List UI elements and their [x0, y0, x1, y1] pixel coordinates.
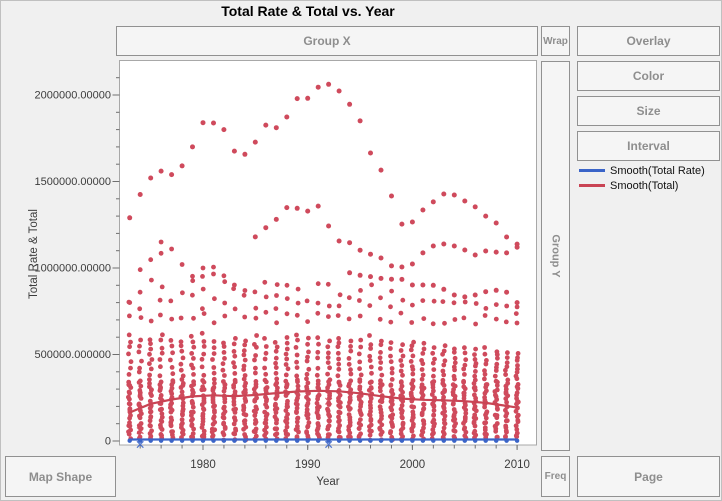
- legend-item-smooth-total[interactable]: Smooth(Total): [579, 178, 705, 193]
- svg-text:0: 0: [105, 436, 111, 448]
- dropzone-group-x-label: Group X: [303, 34, 351, 48]
- legend-swatch-red-line: [579, 184, 605, 187]
- dropzone-wrap[interactable]: Wrap: [541, 26, 570, 56]
- svg-text:2000: 2000: [400, 459, 426, 471]
- dropzone-color-label: Color: [632, 69, 665, 83]
- svg-text:1980: 1980: [190, 459, 216, 471]
- scatter-trajectory: [127, 81, 520, 247]
- scatter-trajectory: [252, 203, 520, 270]
- dropzone-interval[interactable]: Interval: [577, 131, 720, 161]
- x-axis: [139, 445, 518, 450]
- legend-label: Smooth(Total): [610, 179, 679, 192]
- dropzone-group-y[interactable]: Group Y: [541, 61, 570, 451]
- legend-label: Smooth(Total Rate): [610, 164, 705, 177]
- smooth-total-line: [129, 389, 518, 414]
- dropzone-map-shape-label: Map Shape: [28, 469, 93, 484]
- legend: Smooth(Total Rate) Smooth(Total): [579, 163, 705, 193]
- dropzone-wrap-label: Wrap: [543, 35, 568, 47]
- dropzone-overlay-label: Overlay: [626, 34, 671, 48]
- dropzone-page[interactable]: Page: [577, 456, 720, 497]
- excluded-markers-rate: [136, 440, 333, 449]
- dropzone-freq[interactable]: Freq: [541, 456, 570, 497]
- dropzone-page-label: Page: [634, 469, 663, 484]
- x-tick-labels: 1980 1990 2000 2010: [190, 459, 530, 471]
- chart-title: Total Rate & Total vs. Year: [221, 3, 395, 19]
- dropzone-freq-label: Freq: [544, 471, 567, 482]
- scatter-points-total: [126, 239, 521, 443]
- dropzone-map-shape[interactable]: Map Shape: [5, 456, 116, 497]
- dropzone-size[interactable]: Size: [577, 96, 720, 126]
- svg-text:500000.000000: 500000.000000: [35, 349, 111, 361]
- dropzone-interval-label: Interval: [627, 139, 670, 153]
- y-axis-title: Total Rate & Total: [28, 209, 40, 299]
- svg-text:2010: 2010: [504, 459, 530, 471]
- dropzone-group-x[interactable]: Group X: [116, 26, 538, 56]
- scatter-trajectory: [347, 270, 520, 306]
- legend-item-smooth-total-rate[interactable]: Smooth(Total Rate): [579, 163, 705, 178]
- x-axis-title: Year: [316, 476, 339, 488]
- legend-swatch-blue-line: [579, 169, 605, 172]
- dropzone-overlay[interactable]: Overlay: [577, 26, 720, 56]
- y-axis: [112, 77, 120, 442]
- excluded-markers-total: [136, 397, 333, 435]
- dropzone-size-label: Size: [636, 104, 661, 118]
- dropzone-color[interactable]: Color: [577, 61, 720, 91]
- y-tick-labels: 0 500000.000000 1000000.00000 1500000.00000…: [35, 90, 111, 448]
- svg-text:1990: 1990: [295, 459, 321, 471]
- svg-text:1000000.00000: 1000000.00000: [35, 263, 111, 275]
- svg-text:2000000.00000: 2000000.00000: [35, 90, 111, 102]
- svg-text:1500000.00000: 1500000.00000: [35, 176, 111, 188]
- dropzone-group-y-label: Group Y: [549, 234, 562, 278]
